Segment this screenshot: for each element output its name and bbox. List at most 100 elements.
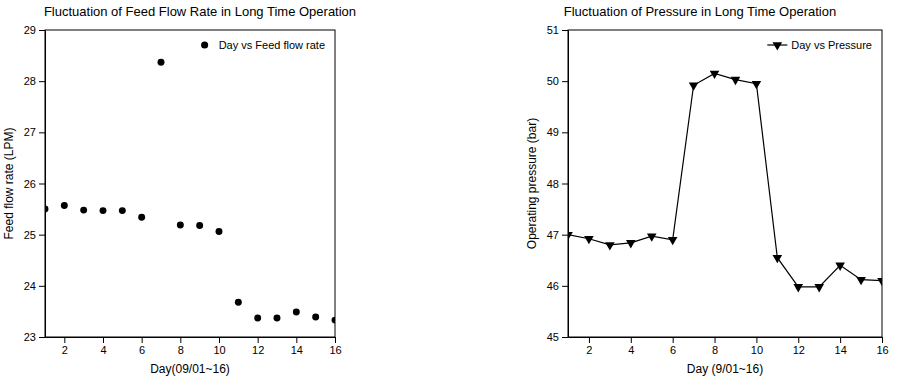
y-tick-label: 27 bbox=[24, 126, 36, 138]
y-tick-label: 47 bbox=[547, 229, 559, 241]
data-point bbox=[274, 315, 281, 322]
x-axis-line bbox=[46, 337, 336, 338]
x-axis-title: Day(09/01~16) bbox=[150, 362, 230, 376]
y-tick-mark bbox=[39, 184, 45, 185]
x-axis: 2 4 6 8 10 12 14 16 bbox=[569, 337, 889, 356]
y-tick-mark bbox=[562, 30, 568, 31]
x-tick-mark bbox=[296, 337, 297, 343]
x-tick-label: 12 bbox=[252, 344, 264, 356]
x-tick: 6 bbox=[670, 337, 676, 356]
x-tick-label: 12 bbox=[793, 344, 805, 356]
data-point bbox=[584, 236, 594, 244]
x-tick-mark bbox=[180, 337, 181, 343]
x-tick-label: 2 bbox=[586, 344, 592, 356]
data-point bbox=[626, 240, 636, 248]
y-tick: 45 bbox=[547, 331, 568, 343]
x-tick-label: 14 bbox=[835, 344, 847, 356]
y-tick-label: 50 bbox=[547, 75, 559, 87]
x-tick-label: 10 bbox=[213, 344, 225, 356]
x-tick: 2 bbox=[586, 337, 592, 356]
x-tick-mark bbox=[756, 337, 757, 343]
x-tick: 16 bbox=[876, 337, 888, 356]
y-tick-mark bbox=[39, 81, 45, 82]
data-point bbox=[61, 202, 68, 209]
x-tick: 2 bbox=[62, 337, 68, 356]
chart-panel: Fluctuation of Feed Flow Rate in Long Ti… bbox=[2, 4, 356, 376]
y-axis-line bbox=[568, 31, 569, 338]
y-tick: 23 bbox=[24, 331, 45, 343]
data-point bbox=[814, 284, 824, 292]
y-axis: 45464748495051 bbox=[547, 24, 569, 343]
y-axis-line bbox=[45, 31, 46, 338]
x-tick: 10 bbox=[751, 337, 763, 356]
x-tick-label: 6 bbox=[139, 344, 145, 356]
data-point bbox=[568, 232, 573, 240]
y-tick-label: 29 bbox=[24, 24, 36, 36]
y-tick-mark bbox=[562, 337, 568, 338]
chart-panel: Fluctuation of Pressure in Long Time Ope… bbox=[525, 4, 889, 376]
legend-label: Day vs Feed flow rate bbox=[219, 39, 325, 51]
data-point bbox=[119, 207, 126, 214]
y-tick-label: 23 bbox=[24, 331, 36, 343]
data-point bbox=[668, 237, 678, 245]
y-tick: 24 bbox=[24, 280, 45, 292]
y-tick: 48 bbox=[547, 178, 568, 190]
x-tick: 8 bbox=[712, 337, 718, 356]
x-tick-label: 16 bbox=[329, 344, 341, 356]
x-tick-mark bbox=[589, 337, 590, 343]
data-point bbox=[752, 81, 762, 89]
data-point bbox=[731, 77, 741, 85]
plot-frame bbox=[45, 30, 335, 337]
plot-area bbox=[45, 59, 335, 324]
x-tick-label: 10 bbox=[751, 344, 763, 356]
x-tick: 10 bbox=[213, 337, 225, 356]
data-point bbox=[332, 317, 335, 324]
y-tick-mark bbox=[562, 81, 568, 82]
data-point bbox=[235, 299, 242, 306]
y-tick-mark bbox=[39, 30, 45, 31]
x-tick: 12 bbox=[793, 337, 805, 356]
data-point bbox=[647, 233, 657, 241]
y-tick-mark bbox=[562, 184, 568, 185]
y-tick: 26 bbox=[24, 178, 45, 190]
x-tick: 4 bbox=[100, 337, 106, 356]
x-tick-mark bbox=[142, 337, 143, 343]
x-tick-label: 8 bbox=[712, 344, 718, 356]
y-tick: 51 bbox=[547, 24, 568, 36]
data-point bbox=[196, 222, 203, 229]
y-tick-mark bbox=[562, 286, 568, 287]
x-tick-mark bbox=[840, 337, 841, 343]
legend-entry: Day vs Pressure bbox=[767, 39, 872, 51]
figure: Fluctuation of Feed Flow Rate in Long Ti… bbox=[0, 0, 902, 386]
y-tick-mark bbox=[39, 132, 45, 133]
y-tick: 50 bbox=[547, 75, 568, 87]
x-tick: 12 bbox=[252, 337, 264, 356]
y-tick-label: 51 bbox=[547, 24, 559, 36]
x-tick-label: 4 bbox=[100, 344, 106, 356]
x-tick: 6 bbox=[139, 337, 145, 356]
x-tick-mark bbox=[798, 337, 799, 343]
x-tick-label: 4 bbox=[628, 344, 634, 356]
y-tick-label: 24 bbox=[24, 280, 36, 292]
x-tick-mark bbox=[103, 337, 104, 343]
y-tick-mark bbox=[39, 235, 45, 236]
x-tick-mark bbox=[335, 337, 336, 343]
y-tick-label: 45 bbox=[547, 331, 559, 343]
legend-label: Day vs Pressure bbox=[791, 39, 872, 51]
x-axis: 246810121416 bbox=[46, 337, 342, 356]
x-axis-line bbox=[569, 337, 883, 338]
data-point bbox=[216, 228, 223, 235]
data-point bbox=[877, 278, 882, 286]
y-tick-label: 26 bbox=[24, 178, 36, 190]
x-tick-mark bbox=[219, 337, 220, 343]
data-point bbox=[312, 314, 319, 321]
y-tick: 29 bbox=[24, 24, 45, 36]
data-point bbox=[158, 59, 165, 66]
y-tick: 25 bbox=[24, 229, 45, 241]
y-tick-label: 25 bbox=[24, 229, 36, 241]
y-axis-title: Operating pressure (bar) bbox=[525, 118, 539, 249]
x-tick-label: 14 bbox=[291, 344, 303, 356]
data-point bbox=[100, 207, 107, 214]
y-tick-mark bbox=[39, 337, 45, 338]
y-tick: 27 bbox=[24, 126, 45, 138]
